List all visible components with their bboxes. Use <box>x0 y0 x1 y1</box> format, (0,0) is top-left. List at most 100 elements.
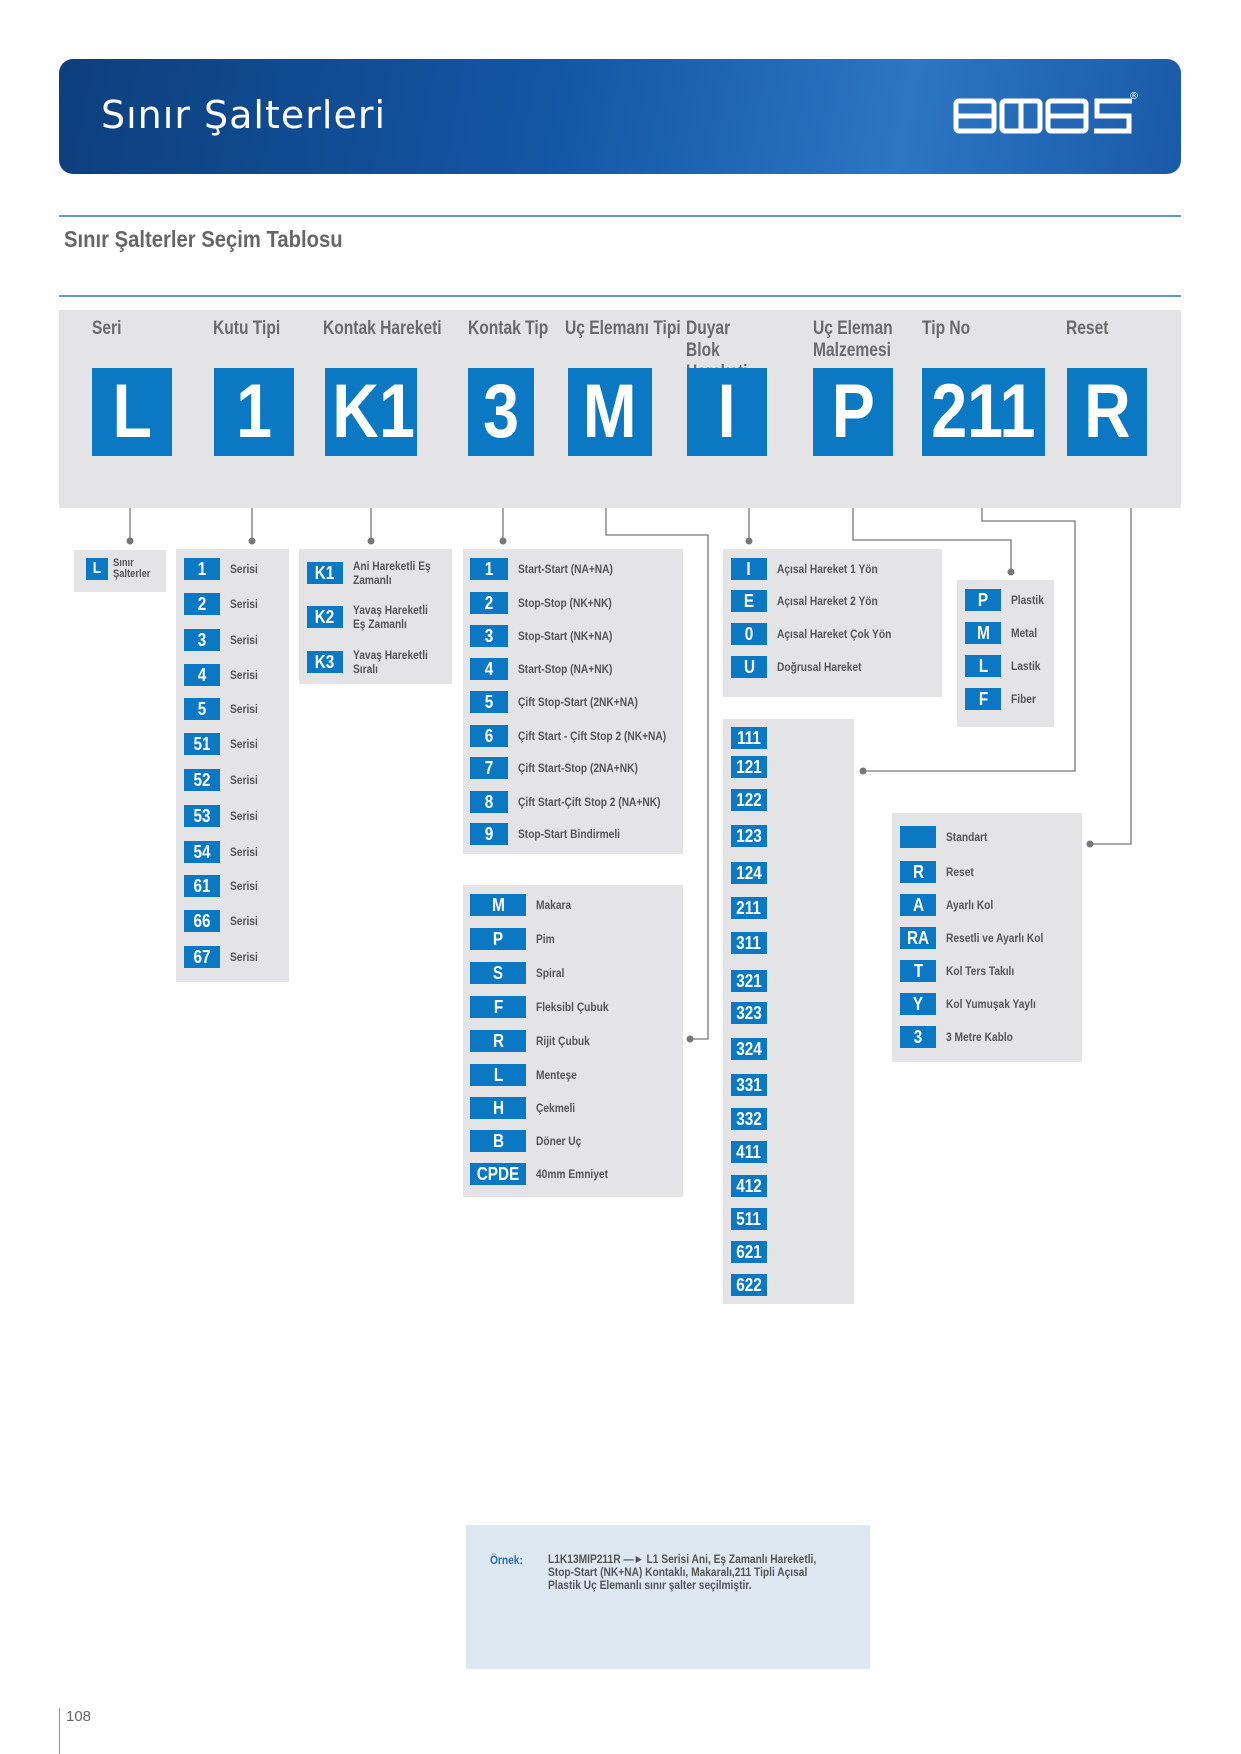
label-seri: Seri <box>92 318 122 339</box>
option-code: L <box>86 558 108 580</box>
box-kutu-tipi <box>176 549 289 982</box>
page-number: 108 <box>66 1708 92 1725</box>
option-code: U <box>731 656 767 678</box>
list-item: F Fleksibl Çubuk <box>470 996 621 1018</box>
option-text: Kol Ters Takılı <box>946 964 1015 978</box>
list-item: 211 <box>731 897 767 919</box>
option-code: K1 <box>307 562 343 584</box>
list-item: 53 Serisi <box>184 805 263 827</box>
option-text: Kol Yumuşak Yaylı <box>946 997 1036 1011</box>
list-item: 311 <box>731 932 767 954</box>
option-text: Çekmeli <box>536 1101 576 1115</box>
option-text: Çift Start-Çift Stop 2 (NA+NK) <box>518 795 661 809</box>
example-label: Örnek: <box>490 1553 523 1567</box>
option-text: Ayarlı Kol <box>946 898 994 912</box>
option-code: 323 <box>731 1002 767 1024</box>
list-item: 511 <box>731 1208 767 1230</box>
list-item: F Fiber <box>965 688 1040 710</box>
option-code: 1 <box>184 558 220 580</box>
option-code: 321 <box>731 970 767 992</box>
option-text: Serisi <box>230 914 258 928</box>
page-marker <box>59 1708 60 1754</box>
list-item: 61 Serisi <box>184 875 263 897</box>
emas-logo: ® <box>953 89 1143 142</box>
list-item: R Reset <box>900 861 979 883</box>
option-code: K2 <box>307 606 343 628</box>
list-item: 66 Serisi <box>184 910 263 932</box>
option-text: Serisi <box>230 702 258 716</box>
option-code: CPDE <box>470 1163 526 1185</box>
option-code: 67 <box>184 946 220 968</box>
list-item: E Açısal Hareket 2 Yön <box>731 590 896 612</box>
option-code: 3 <box>184 629 220 651</box>
list-item: 9 Stop-Start Bindirmeli <box>470 823 638 845</box>
option-code: 53 <box>184 805 220 827</box>
option-text: Lastik <box>1011 659 1041 673</box>
list-item: R Rijit Çubuk <box>470 1030 599 1052</box>
option-text: Serisi <box>230 633 258 647</box>
option-code: A <box>900 894 936 916</box>
option-code: 211 <box>731 897 767 919</box>
example-text: L1K13MIP211R —► L1 Serisi Ani, Eş Zamanl… <box>548 1552 817 1592</box>
label-tip-no: Tip No <box>922 318 971 339</box>
option-text: Rijit Çubuk <box>536 1034 590 1048</box>
list-item: 3 3 Metre Kablo <box>900 1026 1025 1048</box>
option-code: R <box>900 861 936 883</box>
option-text: Metal <box>1011 626 1038 640</box>
option-text: Menteşe <box>536 1068 577 1082</box>
option-text: Serisi <box>230 950 258 964</box>
option-code: 66 <box>184 910 220 932</box>
option-text: Sınır Şalterler <box>113 557 151 580</box>
code-kontak-hareketi: K1 <box>325 368 417 456</box>
option-text: Serisi <box>230 737 258 751</box>
option-code: 412 <box>731 1175 767 1197</box>
list-item: K1 Ani Hareketli Eş Zamanlı <box>307 559 448 587</box>
option-text: Reset <box>946 865 974 879</box>
option-text: Makara <box>536 898 572 912</box>
option-code: 621 <box>731 1241 767 1263</box>
option-text: Çift Start - Çift Stop 2 (NK+NA) <box>518 729 667 743</box>
option-code: 2 <box>184 593 220 615</box>
list-item: T Kol Ters Takılı <box>900 960 1026 982</box>
list-item: S Spiral <box>470 962 569 984</box>
option-text: Serisi <box>230 809 258 823</box>
list-item: 5 Serisi <box>184 698 263 720</box>
list-item: A Ayarlı Kol <box>900 894 1002 916</box>
code-reset: R <box>1067 368 1147 456</box>
option-code: 3 <box>900 1026 936 1048</box>
label-kontak-hareketi: Kontak Hareketi <box>323 318 442 339</box>
option-code: L <box>470 1064 526 1086</box>
option-code: 122 <box>731 789 767 811</box>
list-item: K3 Yavaş Hareketli Sıralı <box>307 648 448 676</box>
list-item: 67 Serisi <box>184 946 263 968</box>
option-code: K3 <box>307 651 343 673</box>
list-item: 3 Serisi <box>184 629 263 651</box>
list-item: H Çekmeli <box>470 1097 582 1119</box>
option-code: 7 <box>470 757 508 779</box>
option-code: 4 <box>184 664 220 686</box>
list-item: 52 Serisi <box>184 769 263 791</box>
option-text: Spiral <box>536 966 565 980</box>
list-item: CPDE 40mm Emniyet <box>470 1163 621 1185</box>
list-item: 6 Çift Start - Çift Stop 2 (NK+NA) <box>470 725 692 747</box>
label-reset: Reset <box>1066 318 1109 339</box>
option-text: Serisi <box>230 773 258 787</box>
list-item: 4 Serisi <box>184 664 263 686</box>
option-code <box>900 826 936 848</box>
option-text: Serisi <box>230 562 258 576</box>
option-text: Ani Hareketli Eş Zamanlı <box>353 559 431 587</box>
option-text: Standart <box>946 830 988 844</box>
registered-mark: ® <box>1129 91 1139 102</box>
option-code: RA <box>900 927 936 949</box>
option-code: L <box>965 655 1001 677</box>
option-code: 54 <box>184 841 220 863</box>
option-text: Start-Start (NA+NA) <box>518 562 613 576</box>
list-item: 323 <box>731 1002 767 1024</box>
list-item: 0 Açısal Hareket Çok Yön <box>731 623 912 645</box>
list-item: M Makara <box>470 894 577 916</box>
list-item: 3 Stop-Start (NK+NA) <box>470 625 629 647</box>
option-text: Serisi <box>230 597 258 611</box>
list-item: 1 Serisi <box>184 558 263 580</box>
list-item: 4 Start-Stop (NA+NK) <box>470 658 629 680</box>
option-text: Stop-Start (NK+NA) <box>518 629 613 643</box>
